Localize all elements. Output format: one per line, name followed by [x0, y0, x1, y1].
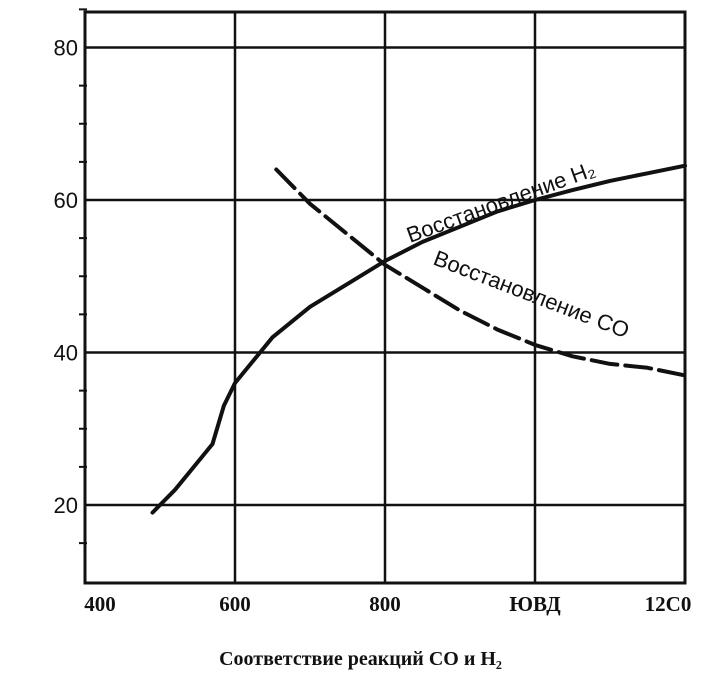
- x-tick-label: 800: [369, 592, 401, 616]
- series-line-co: [274, 167, 687, 378]
- y-tick-label: 60: [54, 188, 78, 213]
- x-tick-label: 12С0: [644, 592, 692, 616]
- y-tick-label: 40: [54, 341, 78, 366]
- y-tick-label: 20: [54, 493, 78, 518]
- chart-series: [150, 163, 687, 515]
- series-line-h2: [150, 163, 687, 515]
- y-tick-label: 80: [54, 36, 78, 61]
- x-axis-title: Соответствие реакций CO и H₂: [219, 648, 502, 670]
- x-tick-label: 400: [84, 592, 116, 616]
- y-axis-ticks: 20 40 60 80: [54, 8, 87, 545]
- series-label-h2: Восстановление H₂: [403, 156, 598, 247]
- chart-grid: [85, 12, 685, 583]
- x-tick-label: ЮВД: [509, 592, 561, 616]
- series-label-co: Восстановление CO: [430, 245, 633, 343]
- x-tick-label: 600: [219, 592, 251, 616]
- plot-frame: [83, 10, 687, 585]
